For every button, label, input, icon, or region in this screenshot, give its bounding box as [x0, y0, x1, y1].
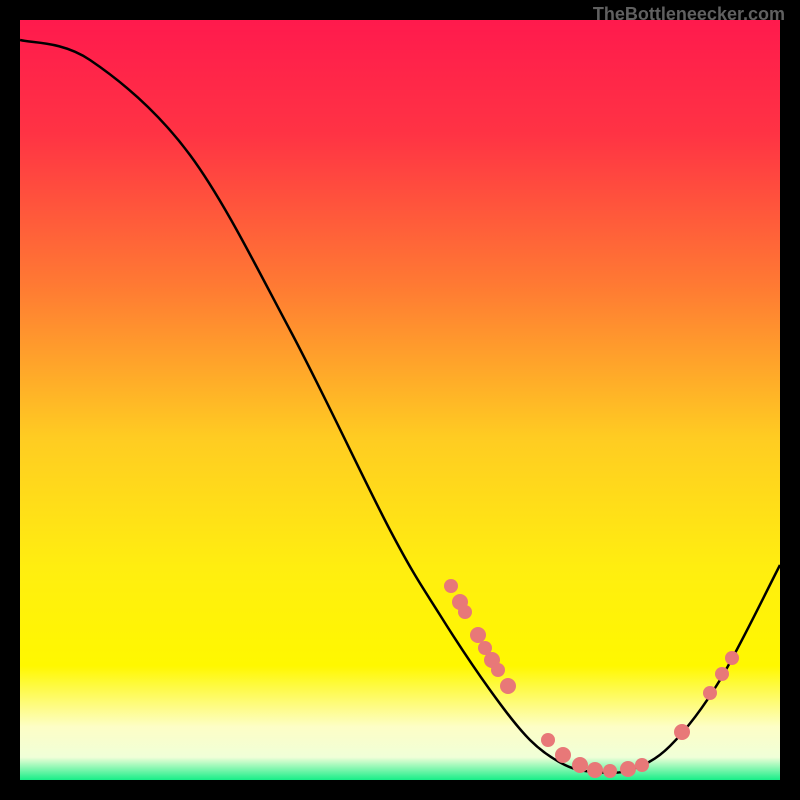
data-marker: [603, 764, 617, 778]
data-marker: [458, 605, 472, 619]
data-marker: [470, 627, 486, 643]
data-marker: [725, 651, 739, 665]
data-marker: [674, 724, 690, 740]
data-marker: [587, 762, 603, 778]
data-marker: [635, 758, 649, 772]
data-marker: [620, 761, 636, 777]
data-marker: [541, 733, 555, 747]
data-marker: [572, 757, 588, 773]
chart-area: [20, 20, 780, 780]
data-marker: [444, 579, 458, 593]
chart-svg: [20, 20, 780, 780]
watermark-text: TheBottleneecker.com: [593, 4, 785, 25]
data-marker: [491, 663, 505, 677]
data-marker: [500, 678, 516, 694]
data-marker: [715, 667, 729, 681]
data-marker: [703, 686, 717, 700]
data-marker: [555, 747, 571, 763]
gradient-background: [20, 20, 780, 780]
